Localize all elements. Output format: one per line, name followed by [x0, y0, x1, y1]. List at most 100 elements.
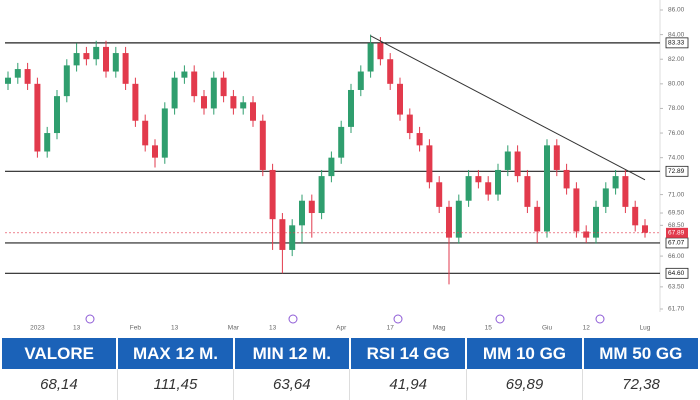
candle-body — [161, 108, 168, 158]
value-cell: 72,38 — [582, 369, 699, 400]
event-icon — [393, 314, 403, 324]
candle-body — [367, 43, 374, 72]
candle-body — [112, 53, 119, 72]
x-tick-label: Giu — [542, 325, 553, 332]
x-tick-label: Mar — [228, 325, 240, 332]
candle-body — [73, 53, 80, 66]
candle-body — [171, 77, 178, 109]
event-icons — [85, 314, 605, 324]
candle-body — [514, 151, 521, 177]
candle-body — [103, 46, 109, 72]
x-tick-label: Apr — [336, 325, 347, 332]
candle-body — [475, 176, 482, 183]
candle-body — [593, 206, 599, 238]
candle-body — [348, 89, 354, 127]
level-label-box — [665, 37, 689, 49]
y-tick-label: 63.50 — [668, 284, 685, 291]
candle-body — [524, 176, 531, 207]
candle-body — [240, 102, 247, 109]
y-tick-label: 61.70 — [668, 306, 685, 313]
x-tick-label: 17 — [387, 325, 395, 332]
level-label-box — [665, 237, 689, 249]
candle-body — [612, 176, 619, 189]
y-tick-label: 71.00 — [668, 191, 685, 198]
candle-body — [318, 176, 325, 214]
trendline — [370, 35, 646, 181]
y-tick-label: 74.00 — [668, 154, 685, 161]
candle-body — [328, 157, 335, 177]
x-tick-label: 13 — [73, 325, 81, 332]
candle-body — [416, 133, 423, 146]
event-icon — [595, 314, 605, 324]
candle-body — [54, 96, 60, 134]
y-tick-label: 68.50 — [668, 222, 685, 229]
column-header: MM 50 GG — [581, 338, 700, 369]
value-cell: 63,64 — [233, 369, 350, 400]
table-body: 68,14 111,45 63,64 41,94 69,89 72,38 — [1, 369, 699, 400]
candle-body — [259, 120, 266, 170]
candle-body — [24, 69, 31, 84]
x-tick-label: 2023 — [30, 325, 45, 332]
candle-body — [563, 169, 570, 189]
x-tick-label: 12 — [583, 325, 591, 332]
x-tick-label: 13 — [171, 325, 179, 332]
level-label: 72.89 — [668, 168, 685, 175]
x-tick-label: 15 — [485, 325, 493, 332]
candle-body — [534, 206, 541, 232]
candle-body — [250, 102, 256, 121]
stats-table: VALORE MAX 12 M. MIN 12 M. RSI 14 GG MM 10 G… — [0, 338, 700, 400]
y-tick-label: 84.00 — [668, 31, 685, 38]
column-header: MIN 12 M. — [232, 338, 351, 369]
candle-body — [299, 200, 305, 226]
candle-body — [583, 231, 590, 238]
candle-body — [152, 145, 158, 158]
y-tick-label: 66.00 — [668, 253, 685, 260]
level-label-box — [665, 267, 689, 279]
value-cell: 111,45 — [116, 369, 234, 400]
candle-body — [406, 114, 413, 134]
candle-body — [93, 46, 100, 60]
y-tick-label: 80.00 — [668, 81, 685, 88]
level-label: 83.33 — [668, 40, 685, 47]
y-tick-label: 86.00 — [668, 7, 685, 14]
x-tick-label: 13 — [269, 325, 277, 332]
candle-body — [308, 200, 315, 214]
candle-body — [465, 176, 472, 201]
y-tick-label: 76.00 — [668, 130, 685, 137]
candle-body — [495, 169, 501, 195]
level-label-box — [665, 165, 689, 177]
event-icon — [495, 314, 505, 324]
candle-body — [34, 83, 41, 152]
candle-body — [573, 188, 580, 232]
candle-body — [122, 53, 129, 84]
candle-body — [5, 77, 11, 84]
last-price-box — [666, 227, 688, 238]
last-price-label: 67.89 — [668, 230, 685, 237]
value-cell: 41,94 — [349, 369, 467, 400]
value-row: 68,14 111,45 63,64 41,94 69,89 72,38 — [1, 369, 699, 400]
candle-body — [426, 145, 433, 183]
candle-body — [622, 176, 629, 207]
candle-body — [544, 145, 550, 232]
candle-body — [485, 182, 492, 195]
candle-body — [397, 83, 403, 115]
candle-body — [44, 133, 51, 152]
chart: 86.00 84.00 82.00 80.00 78.00 76.00 74.00 71.00… — [5, 0, 689, 332]
y-tick-label: 69.50 — [668, 210, 685, 217]
candle-body — [632, 206, 639, 226]
candle-body — [220, 77, 227, 97]
column-header: MAX 12 M. — [116, 338, 235, 369]
candle-body — [357, 71, 364, 90]
candle-body — [504, 151, 511, 170]
header-row: VALORE MAX 12 M. MIN 12 M. RSI 14 GG MM 10 G… — [0, 338, 700, 369]
candle-body — [63, 65, 70, 97]
candle-body — [553, 145, 560, 170]
candle-body — [279, 219, 286, 250]
candle-body — [289, 225, 296, 250]
candle-body — [14, 69, 21, 78]
column-header: VALORE — [0, 338, 119, 369]
candle-body — [446, 206, 452, 238]
candle-body — [142, 120, 149, 146]
column-header: MM 10 GG — [465, 338, 584, 369]
